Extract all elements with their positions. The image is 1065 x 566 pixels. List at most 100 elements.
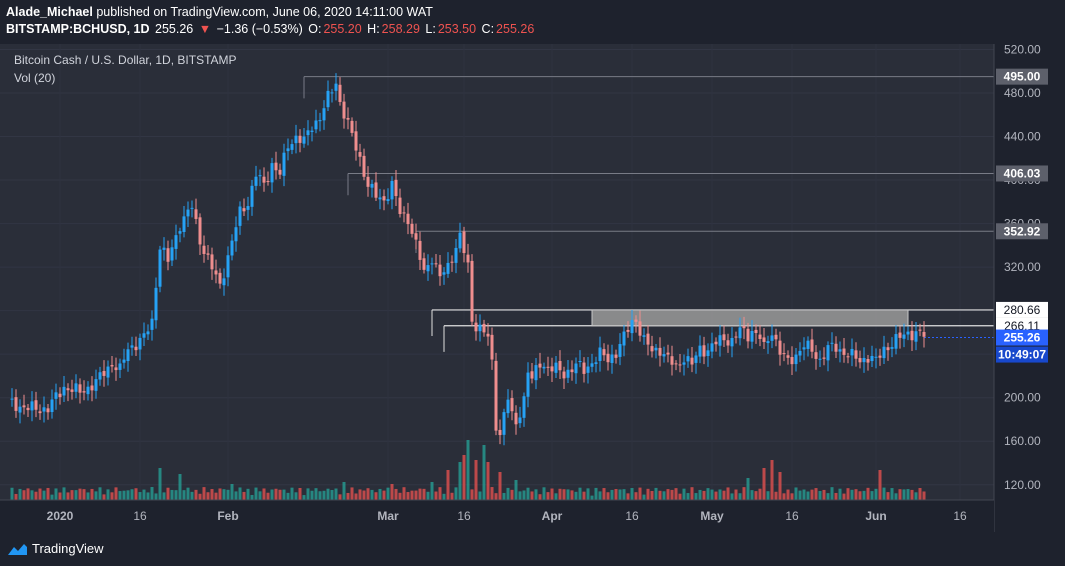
volume-bar xyxy=(82,489,86,500)
volume-bar xyxy=(886,492,890,500)
resistance-zone xyxy=(591,309,909,327)
candle-body xyxy=(862,357,866,363)
candle-body xyxy=(878,355,882,358)
volume-bar xyxy=(338,494,342,500)
candle-body xyxy=(386,199,390,201)
volume-bar xyxy=(162,492,166,500)
candle-body xyxy=(670,356,674,365)
candle-body xyxy=(666,352,670,355)
volume-bar xyxy=(334,488,338,500)
volume-bar xyxy=(462,455,466,500)
volume-bar xyxy=(726,487,730,500)
candle-body xyxy=(66,388,70,391)
volume-bar xyxy=(346,492,350,500)
volume-bar xyxy=(266,492,270,500)
candle-body xyxy=(366,176,370,187)
candle-body xyxy=(838,349,842,352)
candle-body xyxy=(642,335,646,337)
volume-bar xyxy=(818,491,822,500)
volume-bar xyxy=(774,491,778,500)
volume-bar xyxy=(770,460,774,500)
volume-bar xyxy=(614,488,618,500)
price-axis[interactable] xyxy=(994,44,1065,532)
candle-body xyxy=(286,148,290,152)
candle-body xyxy=(750,330,754,342)
volume-bar xyxy=(558,488,562,500)
volume-bar xyxy=(598,491,602,500)
volume-bar xyxy=(754,491,758,500)
candle-body xyxy=(830,342,834,344)
candle-body xyxy=(442,272,446,275)
volume-bar xyxy=(626,493,630,500)
volume-bar xyxy=(170,489,174,500)
candle-body xyxy=(918,329,922,331)
level-badge xyxy=(996,68,1048,85)
candle-body xyxy=(570,369,574,373)
time-axis[interactable] xyxy=(0,500,994,532)
volume-bar xyxy=(322,490,326,500)
volume-bar xyxy=(566,489,570,500)
tradingview-logo[interactable]: TradingView xyxy=(6,541,104,556)
last-price: 255.26 xyxy=(155,22,194,36)
y-tick-label: 520.00 xyxy=(1004,44,1041,56)
volume-bar xyxy=(302,495,306,500)
candle-body xyxy=(30,401,34,411)
volume-bar xyxy=(670,489,674,500)
candle-body xyxy=(658,347,662,356)
candle-body xyxy=(786,355,790,358)
volume-bar xyxy=(830,487,834,500)
candle-body xyxy=(418,240,422,260)
volume-bar xyxy=(878,470,882,500)
volume-bar xyxy=(138,492,142,500)
candle-body xyxy=(754,329,758,333)
volume-bar xyxy=(910,489,914,500)
volume-bar xyxy=(834,492,838,500)
candle-body xyxy=(698,345,702,357)
chart-title: Bitcoin Cash / U.S. Dollar, 1D, BITSTAMP xyxy=(14,53,237,67)
volume-bar xyxy=(778,472,782,500)
candle-body xyxy=(298,135,302,143)
candle-body xyxy=(462,231,466,254)
volume-bar xyxy=(706,488,710,500)
volume-bar xyxy=(226,489,230,500)
volume-bar xyxy=(922,491,926,500)
plot-area[interactable] xyxy=(0,44,994,500)
candle-body xyxy=(490,334,494,360)
candle-body xyxy=(274,162,278,171)
x-tick-label: 16 xyxy=(457,509,471,523)
candle-body xyxy=(150,318,154,330)
x-tick-label: Feb xyxy=(217,509,238,523)
volume-bar xyxy=(746,478,750,500)
volume-bar xyxy=(642,494,646,500)
volume-bar xyxy=(814,488,818,500)
candle-body xyxy=(166,248,170,262)
candle-body xyxy=(526,372,530,397)
candle-body xyxy=(438,264,442,277)
author-name[interactable]: Alade_Michael xyxy=(6,5,93,19)
candle-body xyxy=(886,347,890,351)
candle-body xyxy=(706,350,710,356)
volume-bar xyxy=(438,487,442,500)
candle-body xyxy=(902,334,906,339)
volume-bar xyxy=(906,489,910,500)
volume-bar xyxy=(618,489,622,500)
price-chart[interactable]: Bitcoin Cash / U.S. Dollar, 1D, BITSTAMP… xyxy=(0,44,1065,532)
candle-body xyxy=(758,334,762,340)
candle-body xyxy=(430,263,434,265)
volume-bar xyxy=(610,489,614,500)
volume-bar xyxy=(638,487,642,500)
candle-body xyxy=(10,398,14,400)
volume-bar xyxy=(646,488,650,500)
volume-bar xyxy=(594,487,598,500)
volume-bar xyxy=(586,488,590,500)
volume-bar xyxy=(210,489,214,500)
candle-body xyxy=(434,263,438,265)
symbol-label[interactable]: BITSTAMP:BCHUSD, 1D xyxy=(6,22,150,36)
volume-bar xyxy=(374,492,378,500)
candle-body xyxy=(18,406,22,413)
volume-bar xyxy=(330,490,334,500)
volume-bar xyxy=(514,480,518,500)
candle-body xyxy=(362,155,366,177)
volume-bar xyxy=(130,489,134,500)
candle-body xyxy=(314,120,318,130)
